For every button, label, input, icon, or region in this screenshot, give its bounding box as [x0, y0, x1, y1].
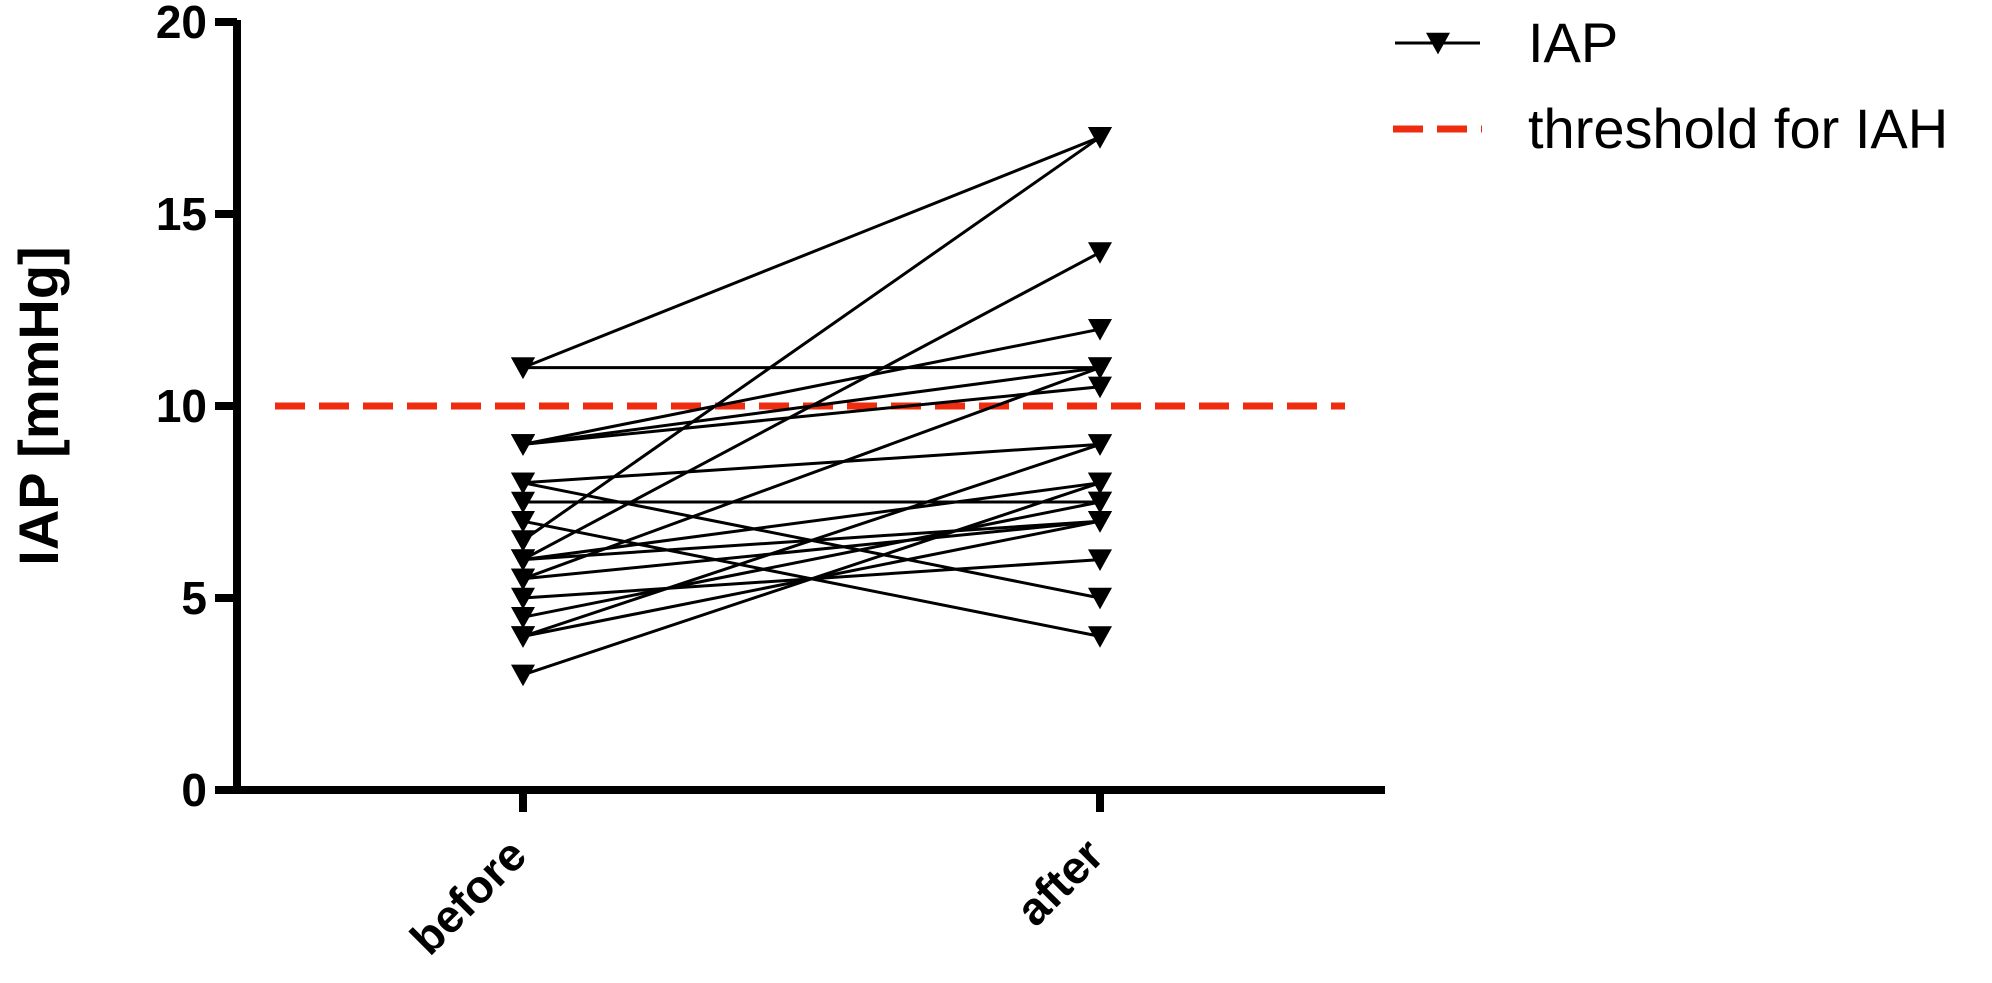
- subject-5-before-marker: [511, 434, 535, 456]
- y-axis-title: IAP [mmHg]: [7, 246, 70, 565]
- subject-5-segment: [522, 327, 1101, 446]
- subject-9-after-marker: [1088, 626, 1112, 648]
- subject-1-segment: [522, 135, 1101, 369]
- subject-17-after-marker: [1088, 491, 1112, 514]
- subject-15-before-marker: [511, 568, 535, 591]
- subject-16-after-marker: [1088, 549, 1112, 571]
- x-tick-label-after: after: [1006, 828, 1113, 935]
- y-tick-label-15: 15: [156, 188, 207, 240]
- subject-13-before-marker: [511, 549, 535, 571]
- y-tick-label-20: 20: [156, 0, 207, 48]
- subject-7-before-marker: [511, 472, 535, 495]
- subject-10-segment: [522, 135, 1101, 542]
- subject-line-2: [511, 357, 1112, 379]
- subject-6-segment: [522, 442, 1101, 485]
- y-tick-label-10: 10: [156, 380, 207, 432]
- subject-18-after-marker: [1088, 434, 1112, 456]
- subject-10-after-marker: [1088, 127, 1112, 149]
- subject-16-before-marker: [511, 587, 535, 610]
- subject-8-before-marker: [511, 491, 535, 514]
- legend-threshold-label: threshold for IAH: [1528, 97, 1948, 160]
- subject-14-segment: [522, 366, 1101, 581]
- subject-11-after-marker: [1088, 242, 1112, 264]
- subject-19-before-marker: [511, 626, 535, 648]
- subject-line-10: [511, 127, 1112, 552]
- subject-14-after-marker: [1088, 357, 1112, 379]
- subject-9-before-marker: [511, 511, 535, 533]
- subject-5-after-marker: [1088, 319, 1112, 341]
- subject-line-17: [511, 491, 1112, 629]
- subject-20-before-marker: [511, 664, 535, 687]
- x-tick-label-before: before: [400, 828, 536, 964]
- subject-line-1: [511, 127, 1112, 379]
- subject-2-before-marker: [511, 357, 535, 379]
- subject-20-segment: [522, 481, 1101, 677]
- subject-line-5: [511, 319, 1112, 456]
- subject-20-after-marker: [1088, 472, 1112, 495]
- subject-line-18: [511, 434, 1112, 648]
- subject-15-segment: [522, 519, 1101, 581]
- subject-12-segment: [522, 481, 1101, 562]
- subject-18-segment: [522, 442, 1101, 638]
- subject-17-before-marker: [511, 607, 535, 629]
- legend-iap-label: IAP: [1528, 11, 1618, 74]
- series-layer: [511, 127, 1112, 687]
- legend-iap-marker: [1426, 32, 1450, 55]
- axes: 0 5 10 15 20 before after IAP [mmHg]: [7, 0, 1385, 964]
- subject-4-after-marker: [1088, 376, 1112, 399]
- subject-line-20: [511, 472, 1112, 687]
- subject-19-after-marker: [1088, 511, 1112, 533]
- y-tick-label-5: 5: [181, 572, 207, 624]
- legend: IAP threshold for IAH: [1393, 11, 1948, 160]
- y-tick-label-0: 0: [181, 764, 207, 816]
- subject-10-before-marker: [511, 530, 535, 552]
- subject-11-segment: [522, 251, 1101, 561]
- subject-17-segment: [522, 500, 1101, 619]
- subject-7-after-marker: [1088, 587, 1112, 610]
- subject-line-4: [511, 376, 1112, 456]
- subject-4-segment: [522, 385, 1101, 446]
